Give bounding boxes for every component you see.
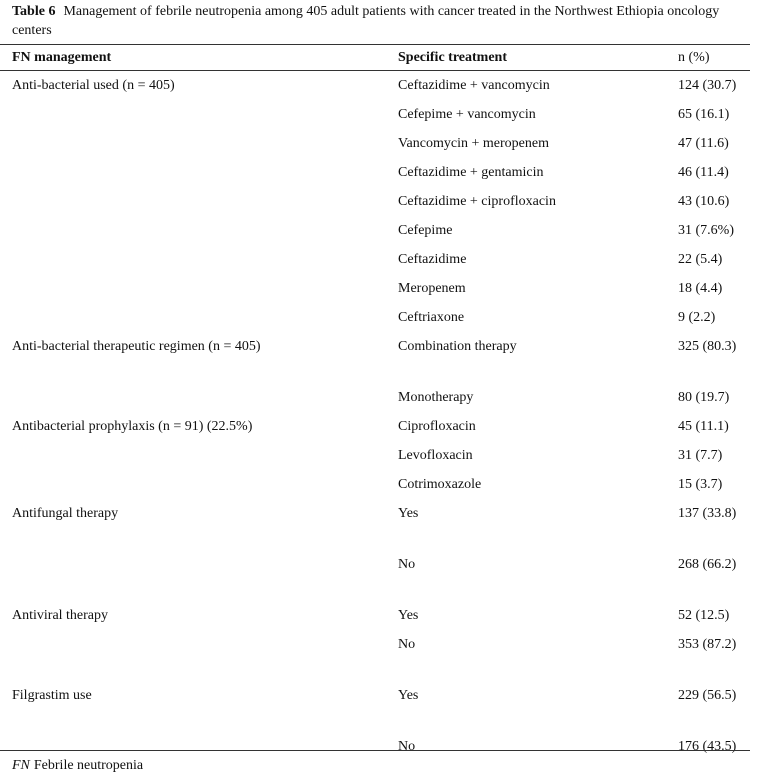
group-label: Antifungal therapy: [12, 505, 119, 521]
caption-label: Table 6: [12, 4, 56, 19]
treatment-cell: Cefepime + vancomycin: [398, 106, 536, 122]
treatment-cell: Ceftazidime + vancomycin: [398, 78, 550, 93]
treatment-cell: Meropenem: [398, 280, 466, 296]
count-cell: 47 (11.6): [678, 135, 729, 151]
treatment-cell: Monotherapy: [398, 389, 474, 405]
table-row: Ceftazidime + gentamicin 46 (11.4): [0, 158, 750, 187]
count-cell: 80 (19.7): [678, 389, 730, 405]
treatment-cell: Ceftazidime: [398, 251, 467, 267]
group-label: Anti-bacterial therapeutic regimen (n = …: [12, 338, 261, 354]
table-row: Ceftazidime 22 (5.4): [0, 245, 750, 274]
footnote-abbreviation: FN: [12, 758, 30, 773]
table-row: Levofloxacin 31 (7.7): [0, 441, 750, 470]
count-cell: 45 (11.1): [678, 418, 729, 434]
treatment-cell: Cotrimoxazole: [398, 476, 482, 492]
table-row: No 353 (87.2): [0, 630, 750, 681]
count-cell: 31 (7.6%): [678, 222, 734, 238]
caption-text: Management of febrile neutropenia among …: [12, 4, 720, 38]
count-cell: 9 (2.2): [678, 309, 716, 325]
count-cell: 15 (3.7): [678, 476, 723, 492]
table-row: Meropenem 18 (4.4): [0, 274, 750, 303]
table-row: Anti-bacterial therapeutic regimen (n = …: [0, 332, 750, 383]
header-cell: Specific treatment: [398, 44, 678, 71]
table-row: Ceftazidime + ciprofloxacin 43 (10.6): [0, 187, 750, 216]
table-row: No 268 (66.2): [0, 550, 750, 601]
table-caption: Table 6 Management of febrile neutropenia…: [12, 2, 752, 40]
table-body: Anti-bacterial used (n = 405) Ceftazidime…: [0, 71, 750, 761]
treatment-cell: Ceftazidime + gentamicin: [398, 164, 544, 180]
table-row: Antibacterial prophylaxis (n = 91) (22.5…: [0, 412, 750, 441]
count-cell: 31 (7.7): [678, 447, 723, 463]
treatment-cell: Yes: [398, 505, 419, 521]
group-label: Antiviral therapy: [12, 607, 109, 623]
table-row: Vancomycin + meropenem 47 (11.6): [0, 129, 750, 158]
header-row: FN management Specific treatment n (%): [0, 44, 750, 71]
count-cell: 325 (80.3): [678, 338, 737, 354]
treatment-cell: Ceftriaxone: [398, 309, 465, 325]
treatment-cell: Ciprofloxacin: [398, 418, 476, 434]
treatment-cell: No: [398, 738, 416, 754]
table-row: Antiviral therapy Yes 52 (12.5): [0, 601, 750, 630]
count-cell: 18 (4.4): [678, 280, 723, 296]
bottom-rule: [0, 750, 750, 751]
treatment-cell: Levofloxacin: [398, 447, 473, 463]
table-row: Filgrastim use Yes 229 (56.5): [0, 681, 750, 732]
treatment-cell: Cefepime: [398, 222, 453, 238]
count-cell: 43 (10.6): [678, 193, 730, 209]
table-row: Cotrimoxazole 15 (3.7): [0, 470, 750, 499]
table-row: No 176 (43.5): [0, 732, 750, 761]
table-row: Cefepime + vancomycin 65 (16.1): [0, 100, 750, 129]
table-row: Anti-bacterial used (n = 405) Ceftazidime…: [0, 71, 750, 100]
count-cell: 353 (87.2): [678, 636, 737, 652]
treatment-cell: Yes: [398, 687, 419, 703]
count-cell: 124 (30.7): [678, 78, 737, 93]
count-cell: 176 (43.5): [678, 738, 737, 754]
table-row: Monotherapy 80 (19.7): [0, 383, 750, 412]
treatment-cell: No: [398, 636, 416, 652]
count-cell: 52 (12.5): [678, 607, 730, 623]
treatment-cell: Vancomycin + meropenem: [398, 135, 549, 151]
table-row: Ceftriaxone 9 (2.2): [0, 303, 750, 332]
count-cell: 137 (33.8): [678, 505, 737, 521]
treatment-cell: No: [398, 556, 416, 572]
treatment-cell: Ceftazidime + ciprofloxacin: [398, 193, 556, 209]
group-label: Antibacterial prophylaxis (n = 91) (22.5…: [12, 418, 253, 434]
count-cell: 22 (5.4): [678, 251, 723, 267]
count-cell: 229 (56.5): [678, 687, 737, 703]
count-cell: 46 (11.4): [678, 164, 729, 180]
treatment-cell: Combination therapy: [398, 338, 517, 354]
header-cell: n (%): [678, 44, 750, 71]
table: FN management Specific treatment n (%) A…: [0, 44, 750, 761]
group-label: Filgrastim use: [12, 687, 92, 703]
group-label: Anti-bacterial used (n = 405): [12, 78, 175, 93]
header-cell: FN management: [0, 44, 398, 71]
count-cell: 65 (16.1): [678, 106, 730, 122]
table-row: Antifungal therapy Yes 137 (33.8): [0, 499, 750, 550]
footnote-text: Febrile neutropenia: [33, 758, 144, 773]
table-row: Cefepime 31 (7.6%): [0, 216, 750, 245]
footnote: FN Febrile neutropenia: [12, 758, 143, 774]
treatment-cell: Yes: [398, 607, 419, 623]
count-cell: 268 (66.2): [678, 556, 737, 572]
